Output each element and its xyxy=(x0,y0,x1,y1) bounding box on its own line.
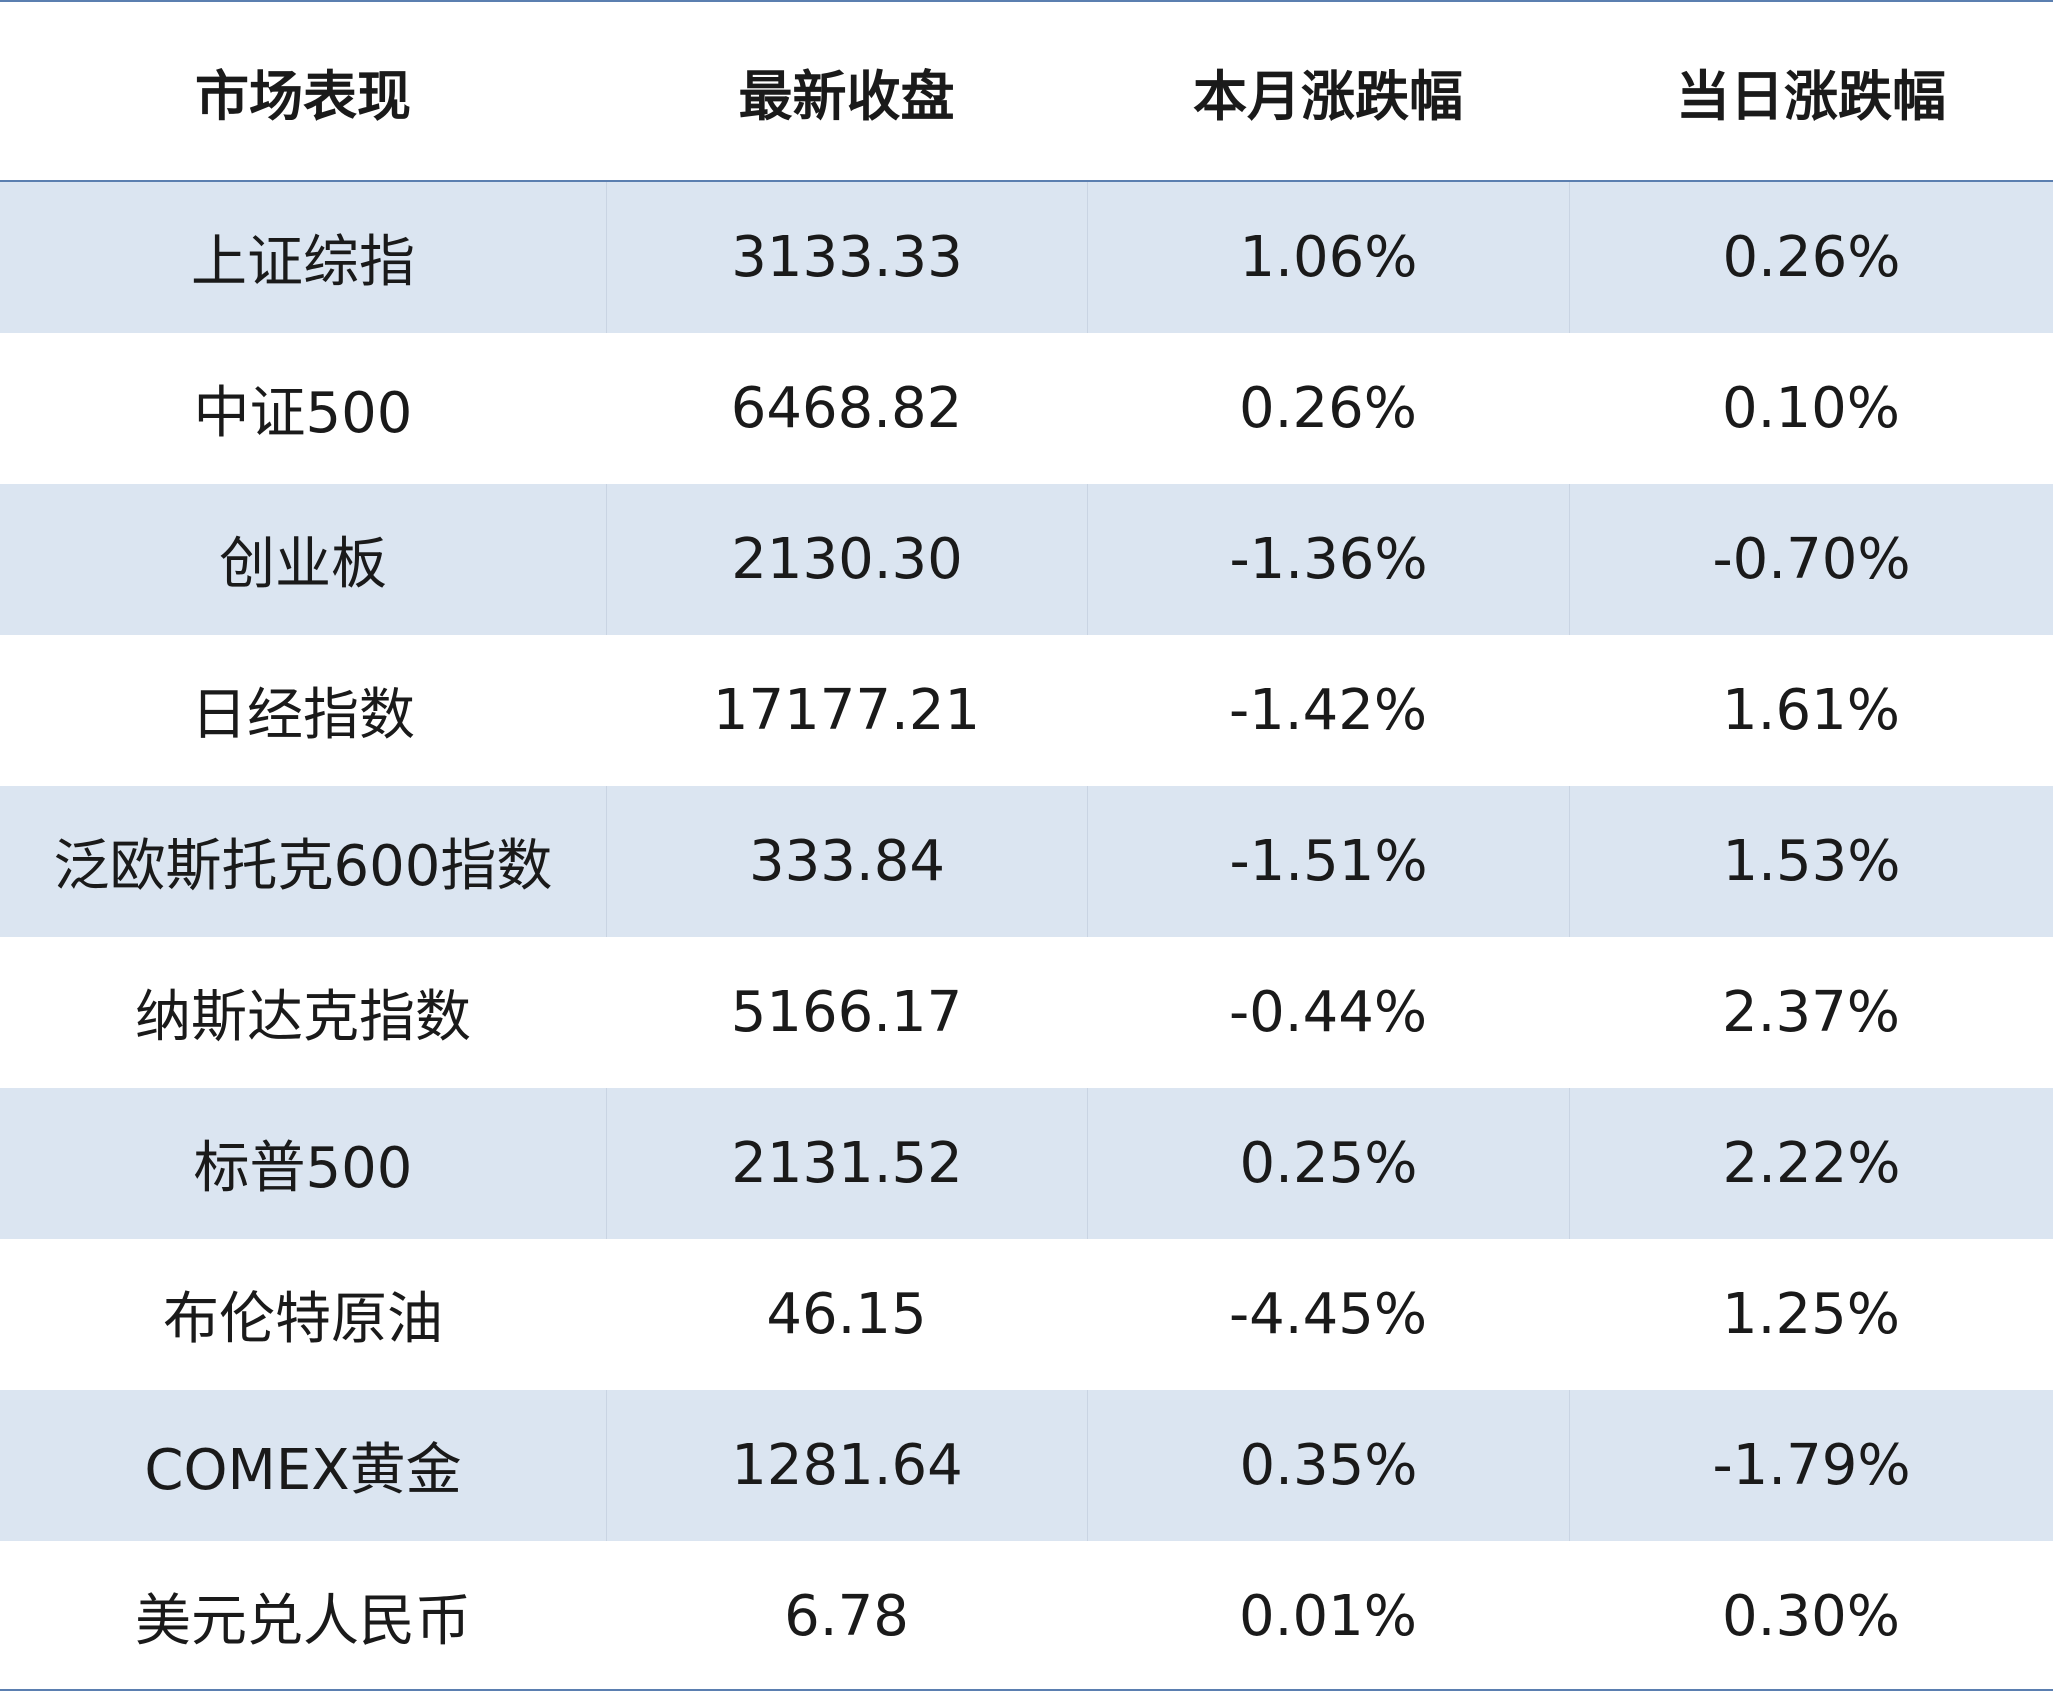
table-cell: 6468.82 xyxy=(730,376,963,441)
table-row: 上证综指 3133.33 1.06% 0.26% xyxy=(0,182,2053,333)
header-cell: 本月涨跌幅 xyxy=(1193,64,1463,128)
table-cell: 纳斯达克指数 xyxy=(135,985,471,1050)
table-cell: -1.42% xyxy=(1228,678,1428,743)
table-cell: 0.30% xyxy=(1722,1584,1900,1649)
table-cell: -0.44% xyxy=(1228,980,1428,1045)
table-cell: 标普500 xyxy=(193,1136,413,1201)
table-row: 布伦特原油 46.15 -4.45% 1.25% xyxy=(0,1239,2053,1390)
table-row: 中证500 6468.82 0.26% 0.10% xyxy=(0,333,2053,484)
table-cell: 0.35% xyxy=(1087,1390,1569,1541)
table-cell: 0.26% xyxy=(1239,376,1417,441)
table-cell: 17177.21 xyxy=(712,678,981,743)
table-cell: COMEX黄金 xyxy=(144,1438,462,1503)
table-row: 泛欧斯托克600指数 333.84 -1.51% 1.53% xyxy=(0,786,2053,937)
table-row: 纳斯达克指数 5166.17 -0.44% 2.37% xyxy=(0,937,2053,1088)
table-cell: -4.45% xyxy=(1228,1282,1428,1347)
table-cell: 2130.30 xyxy=(606,484,1087,635)
table-cell: 46.15 xyxy=(766,1282,927,1347)
table-cell: 0.01% xyxy=(1239,1584,1417,1649)
table-cell: 中证500 xyxy=(193,381,413,446)
table-cell: 2131.52 xyxy=(606,1088,1087,1239)
table-cell: 1281.64 xyxy=(606,1390,1087,1541)
header-cell: 最新收盘 xyxy=(738,64,955,128)
bottom-rule xyxy=(0,1689,2053,1691)
table-cell: 333.84 xyxy=(606,786,1087,937)
table-cell: -1.79% xyxy=(1569,1390,2053,1541)
table-cell: -1.51% xyxy=(1087,786,1569,937)
table-cell: 日经指数 xyxy=(191,683,415,748)
table-row: COMEX黄金 1281.64 0.35% -1.79% xyxy=(0,1390,2053,1541)
table-cell: 1.25% xyxy=(1722,1282,1900,1347)
table-cell: 5166.17 xyxy=(730,980,963,1045)
table-cell: 1.53% xyxy=(1569,786,2053,937)
table-cell: 0.25% xyxy=(1087,1088,1569,1239)
header-cell: 市场表现 xyxy=(195,64,411,128)
table-row: 美元兑人民币 6.78 0.01% 0.30% xyxy=(0,1541,2053,1692)
table-cell: 2.22% xyxy=(1569,1088,2053,1239)
table-cell: 2.37% xyxy=(1722,980,1900,1045)
table-cell: 3133.33 xyxy=(606,182,1087,333)
table-cell: 上证综指 xyxy=(191,230,415,295)
header-row: 市场表现 最新收盘 本月涨跌幅 当日涨跌幅 xyxy=(0,0,2053,182)
table-cell: -1.36% xyxy=(1087,484,1569,635)
table-cell: 0.26% xyxy=(1569,182,2053,333)
table-cell: 美元兑人民币 xyxy=(135,1589,471,1654)
table-row: 标普500 2131.52 0.25% 2.22% xyxy=(0,1088,2053,1239)
table-cell: 泛欧斯托克600指数 xyxy=(53,834,553,899)
table-cell: 布伦特原油 xyxy=(163,1287,443,1352)
table-cell: -0.70% xyxy=(1569,484,2053,635)
table-row: 创业板 2130.30 -1.36% -0.70% xyxy=(0,484,2053,635)
table-row: 日经指数 17177.21 -1.42% 1.61% xyxy=(0,635,2053,786)
table-cell: 创业板 xyxy=(219,532,387,597)
header-cell: 当日涨跌幅 xyxy=(1676,64,1946,128)
table-cell: 0.10% xyxy=(1722,376,1900,441)
table-cell: 6.78 xyxy=(784,1584,909,1649)
table-cell: 1.61% xyxy=(1722,678,1900,743)
table-cell: 1.06% xyxy=(1087,182,1569,333)
